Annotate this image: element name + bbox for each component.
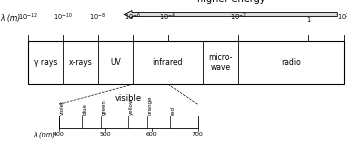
Text: x-rays: x-rays xyxy=(68,58,92,67)
Text: violet: violet xyxy=(60,99,65,115)
Text: micro-
wave: micro- wave xyxy=(208,53,233,72)
Text: λ (nm): λ (nm) xyxy=(34,132,56,138)
Text: 10$^{-10}$: 10$^{-10}$ xyxy=(53,12,73,23)
Text: 500: 500 xyxy=(100,132,111,137)
Text: 10$^{-8}$: 10$^{-8}$ xyxy=(89,12,107,23)
Text: 1: 1 xyxy=(306,17,310,23)
Text: green: green xyxy=(101,99,106,115)
Text: UV: UV xyxy=(110,58,121,67)
Bar xyxy=(28,41,344,84)
Text: yellow: yellow xyxy=(129,97,134,115)
Text: visible: visible xyxy=(115,94,142,103)
Text: blue: blue xyxy=(83,103,88,115)
Text: 10$^{-4}$: 10$^{-4}$ xyxy=(159,12,177,23)
Text: orange: orange xyxy=(147,95,153,115)
Text: 10$^{-2}$: 10$^{-2}$ xyxy=(230,12,246,23)
Text: 10$^{-12}$: 10$^{-12}$ xyxy=(18,12,38,23)
Text: radio: radio xyxy=(281,58,301,67)
Text: red: red xyxy=(171,106,176,115)
Text: 400: 400 xyxy=(53,132,65,137)
Text: γ rays: γ rays xyxy=(34,58,57,67)
Text: 700: 700 xyxy=(192,132,204,137)
Text: infrared: infrared xyxy=(153,58,183,67)
Text: higher energy: higher energy xyxy=(196,0,265,4)
Text: 10$^{-6}$: 10$^{-6}$ xyxy=(124,12,142,23)
Text: λ (m): λ (m) xyxy=(1,14,21,23)
Text: 10$^{2}$: 10$^{2}$ xyxy=(337,12,347,23)
Text: 600: 600 xyxy=(146,132,157,137)
